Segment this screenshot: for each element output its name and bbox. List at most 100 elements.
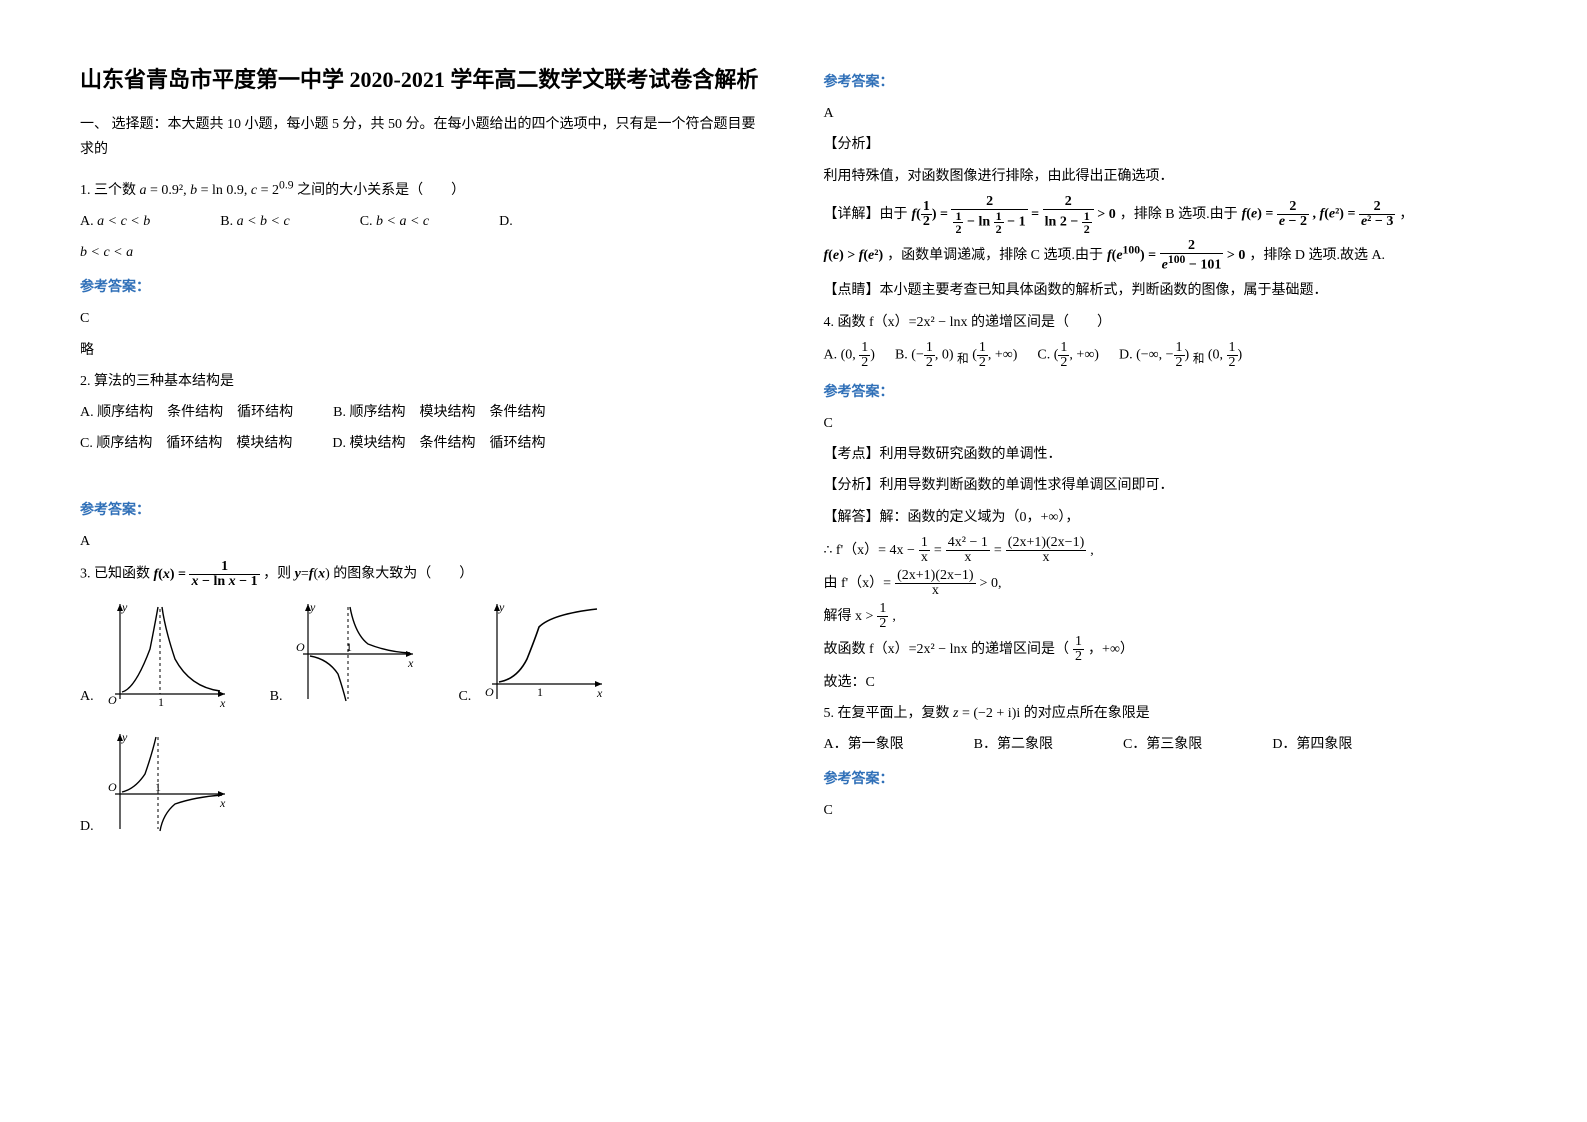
q3-graph-C: C. O y x 1 [458, 599, 607, 709]
q4-l1-pre: ∴ f'（x）= 4x − [824, 538, 915, 563]
q4-line1: ∴ f'（x）= 4x − 1x = 4x² − 1x = (2x+1)(2x−… [824, 536, 1508, 565]
q1-optD: D. [499, 209, 513, 234]
q3-stem: 3. 已知函数 f(x) = 1x − ln x − 1 ，则 y=f(x) 的… [80, 560, 764, 589]
q1-stem-text: 1. 三个数 a = 0.9², b = ln 0.9, c = 20.9 之间… [80, 183, 465, 198]
q4-stem: 4. 函数 f（x）=2x² − lnx 的递增区间是（ ） [824, 310, 1508, 335]
q2-optC: C. 顺序结构 循环结构 模块结构 [80, 431, 292, 456]
eq2a: f(e) > f(e²) [824, 243, 884, 268]
eq1b: f(e) = 2e − 2 , f(e²) = 2e² − 3 [1242, 200, 1396, 229]
q5-optA: A．第一象限 [824, 732, 904, 757]
svg-text:y: y [121, 600, 128, 614]
q2-row2: C. 顺序结构 循环结构 模块结构 D. 模块结构 条件结构 循环结构 [80, 431, 764, 456]
detail-end: ，排除 D 选项.故选 A. [1249, 243, 1385, 268]
page: 山东省青岛市平度第一中学 2020-2021 学年高二数学文联考试卷含解析 一、… [0, 0, 1587, 899]
left-column: 山东省青岛市平度第一中学 2020-2021 学年高二数学文联考试卷含解析 一、… [80, 60, 764, 839]
q3-label-B: B. [270, 684, 283, 709]
eq2b: f(e100) = 2e100 − 101 > 0 [1107, 239, 1245, 273]
svg-text:x: x [219, 696, 226, 709]
detail-line-2: f(e) > f(e²) ，函数单调递减，排除 C 选项.由于 f(e100) … [824, 239, 1508, 273]
detail-mid2: ，函数单调递减，排除 C 选项.由于 [887, 243, 1103, 268]
point-tag: 【点睛】本小题主要考查已知具体函数的解析式，判断函数的图像，属于基础题． [824, 278, 1508, 303]
svg-text:O: O [108, 693, 117, 707]
q2-optA: A. 顺序结构 条件结构 循环结构 [80, 400, 293, 425]
right-column: 参考答案： A 【分析】 利用特殊值，对函数图像进行排除，由此得出正确选项． 【… [824, 60, 1508, 839]
svg-text:O: O [485, 685, 494, 699]
q3-label-A: A. [80, 684, 94, 709]
q3-graph-B: B. O y x 1 [270, 599, 419, 709]
answer-label-1: 参考答案： [80, 275, 764, 300]
q2-optB: B. 顺序结构 模块结构 条件结构 [333, 400, 545, 425]
answer-label-q4: 参考答案： [824, 380, 1508, 405]
q4-l4-pre: 故函数 f（x）=2x² − lnx 的递增区间是（ [824, 637, 1070, 662]
q4-optD: D. (−∞, −12) 和 (0, 12) [1119, 341, 1242, 370]
q3-graph-D: D. O y x 1 [80, 729, 230, 839]
svg-text:1: 1 [346, 640, 352, 654]
svg-text:y: y [121, 730, 128, 744]
q4-l2-post: > 0, [980, 571, 1002, 596]
q4-fx: 【分析】利用导数判断函数的单调性求得单调区间即可． [824, 473, 1508, 498]
q5-stem: 5. 在复平面上，复数 z = (−2 + i)i 的对应点所在象限是 [824, 701, 1508, 726]
q1-optD-cont: b < c < a [80, 240, 764, 265]
q5-optB: B．第二象限 [974, 732, 1053, 757]
answer-label-2: 参考答案： [80, 498, 764, 523]
q4-optA: A. (0, 12) [824, 341, 875, 370]
svg-text:y: y [309, 600, 316, 614]
q4-optB: B. (−12, 0) 和 (12, +∞) [895, 341, 1017, 370]
q2-row1: A. 顺序结构 条件结构 循环结构 B. 顺序结构 模块结构 条件结构 [80, 400, 764, 425]
svg-text:O: O [296, 640, 305, 654]
section-1-lead: 一、 选择题：本大题共 10 小题，每小题 5 分，共 50 分。在每小题给出的… [80, 112, 764, 162]
q4-kd: 【考点】利用导数研究函数的单调性． [824, 442, 1508, 467]
svg-text:x: x [407, 656, 414, 670]
q4-line2: 由 f'（x）= (2x+1)(2x−1)x > 0, [824, 569, 1508, 598]
q3-stem-post: ，则 y=f(x) 的图象大致为（ ） [263, 567, 473, 582]
graph-C-svg: O y x 1 [477, 599, 607, 709]
q3-graph-A: A. O y x 1 [80, 599, 230, 709]
detail-line-1: 【详解】由于 f(12) = 212 − ln 12 − 1 = 2ln 2 −… [824, 195, 1508, 235]
q1-optA: A. a < c < b [80, 209, 150, 234]
q4-optC: C. (12, +∞) [1037, 341, 1099, 370]
graph-A-svg: O y x 1 [100, 599, 230, 709]
graph-B-svg: O y x 1 [288, 599, 418, 709]
q4-l3-post: , [892, 604, 896, 629]
svg-text:x: x [596, 686, 603, 700]
q2-answer: A [80, 529, 764, 554]
analysis-text: 利用特殊值，对函数图像进行排除，由此得出正确选项． [824, 164, 1508, 189]
q1-optC: C. b < a < c [360, 209, 429, 234]
q1-answer: C [80, 306, 764, 331]
svg-text:1: 1 [537, 685, 543, 699]
q2-optD: D. 模块结构 条件结构 循环结构 [332, 431, 545, 456]
detail-mid: ，排除 B 选项.由于 [1120, 202, 1238, 227]
q4-options: A. (0, 12) B. (−12, 0) 和 (12, +∞) C. (12… [824, 341, 1508, 370]
q4-line5: 故选：C [824, 670, 1508, 695]
q1-note: 略 [80, 338, 764, 363]
q4-line4: 故函数 f（x）=2x² − lnx 的递增区间是（ 12 ，+∞） [824, 635, 1508, 664]
answer-label-q5: 参考答案： [824, 767, 1508, 792]
svg-text:x: x [219, 796, 226, 810]
q4-jd: 【解答】解：函数的定义域为（0，+∞）， [824, 505, 1508, 530]
q2-stem: 2. 算法的三种基本结构是 [80, 369, 764, 394]
q5-answer: C [824, 798, 1508, 823]
svg-text:O: O [108, 780, 117, 794]
q4-l2-pre: 由 f'（x）= [824, 571, 892, 596]
q5-optC: C．第三象限 [1123, 732, 1202, 757]
q3-stem-pre: 3. 已知函数 [80, 567, 150, 582]
q5-optD: D．第四象限 [1272, 732, 1352, 757]
q5-options: A．第一象限 B．第二象限 C．第三象限 D．第四象限 [824, 732, 1508, 757]
q5-post: 的对应点所在象限是 [1024, 706, 1150, 721]
q4-l3-pre: 解得 x > [824, 604, 874, 629]
q1-stem: 1. 三个数 a = 0.9², b = ln 0.9, c = 20.9 之间… [80, 174, 764, 203]
q5-formula: z = (−2 + i)i [953, 706, 1020, 721]
q5-pre: 5. 在复平面上，复数 [824, 706, 950, 721]
q1-optB: B. a < b < c [220, 209, 289, 234]
graph-D-svg: O y x 1 [100, 729, 230, 839]
q3-graph-grid: A. O y x 1 B. [80, 599, 764, 839]
svg-text:1: 1 [158, 695, 164, 709]
exam-title: 山东省青岛市平度第一中学 2020-2021 学年高二数学文联考试卷含解析 [80, 60, 764, 100]
detail-tag: 【详解】由于 [824, 202, 908, 227]
q3-answer: A [824, 101, 1508, 126]
q4-line3: 解得 x > 12 , [824, 602, 1508, 631]
q4-answer: C [824, 411, 1508, 436]
q3-formula: f(x) = 1x − ln x − 1 [154, 567, 264, 582]
q4-l4-post: ，+∞） [1088, 637, 1134, 662]
eq1a: f(12) = 212 − ln 12 − 1 = 2ln 2 − 12 > 0 [912, 195, 1116, 235]
